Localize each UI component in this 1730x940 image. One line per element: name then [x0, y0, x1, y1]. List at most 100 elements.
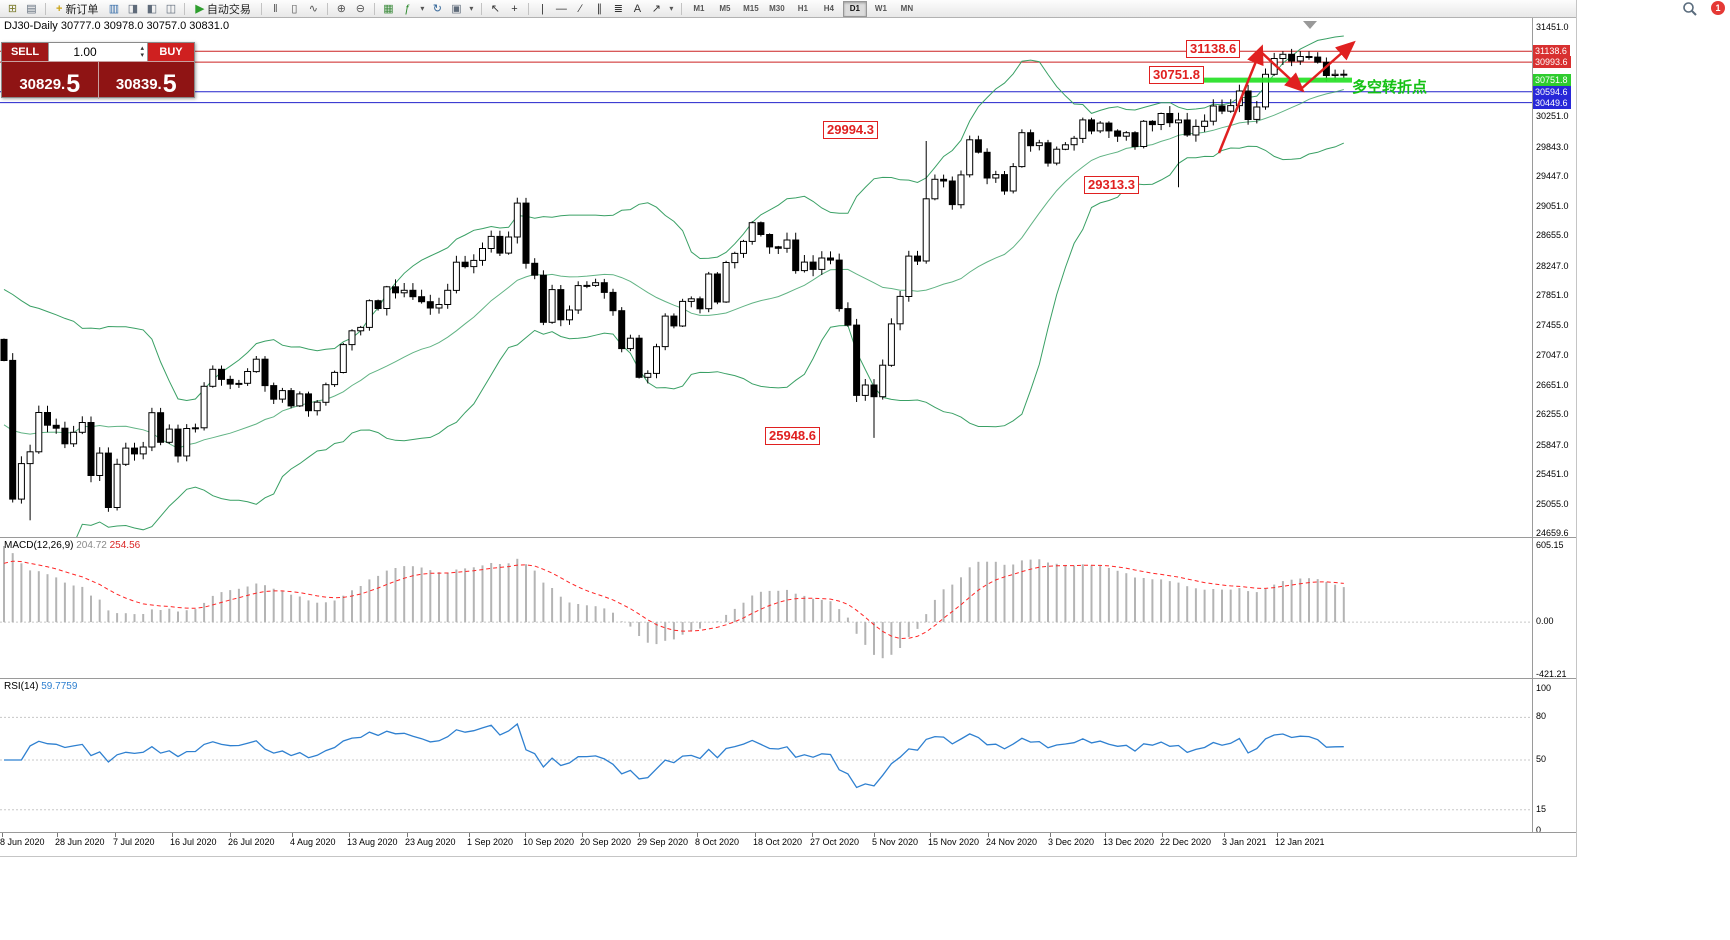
toolbar-separator: [480, 2, 482, 15]
market-watch-icon[interactable]: ▥: [108, 3, 120, 15]
volume-stepper[interactable]: ▴ ▾: [140, 45, 147, 59]
navigator-icon[interactable]: ◧: [146, 3, 158, 15]
timeframe-m15[interactable]: M15: [743, 4, 759, 13]
volume-input[interactable]: [49, 45, 121, 59]
toolbar-separator: [45, 2, 46, 15]
price-axis-label: 26255.0: [1536, 409, 1569, 420]
zoom-in-icon[interactable]: ⊕: [336, 3, 347, 15]
timeframe-d1[interactable]: D1: [842, 0, 867, 17]
magnifier-icon[interactable]: [1682, 1, 1698, 17]
date-axis-tick: [115, 833, 116, 837]
shapes-dropdown-icon[interactable]: ▾: [669, 4, 674, 13]
buy-price-button[interactable]: 30839. 5: [99, 62, 195, 99]
turning-point-note[interactable]: 多空转折点: [1352, 79, 1428, 96]
trendline-icon[interactable]: ∕: [579, 2, 582, 15]
timeframe-m1[interactable]: M1: [693, 4, 705, 13]
rsi-axis-label: 50: [1536, 754, 1547, 764]
volume-increase-icon[interactable]: ▴: [140, 45, 144, 52]
toolbar-separator: [527, 2, 529, 15]
arrow-objects-icon[interactable]: ↗: [651, 3, 662, 15]
price-axis-label: 26651.0: [1536, 379, 1569, 390]
timeframe-m5[interactable]: M5: [719, 4, 731, 13]
price-axis-label: 28247.0: [1536, 260, 1569, 271]
date-axis-label: 28 Jun 2020: [55, 837, 105, 847]
timeframe-w1[interactable]: W1: [874, 4, 887, 13]
date-axis-tick: [1277, 833, 1278, 837]
date-axis-label: 13 Dec 2020: [1103, 837, 1155, 847]
date-axis-label: 12 Jan 2021: [1275, 837, 1325, 847]
price-annotation[interactable]: 30751.8: [1149, 66, 1204, 84]
date-axis-label: 27 Oct 2020: [810, 837, 860, 847]
panel-divider-rsi[interactable]: [0, 678, 1576, 679]
date-axis-tick: [292, 833, 293, 837]
timeframe-mn[interactable]: MN: [900, 4, 914, 13]
indicators-icon[interactable]: ƒ: [404, 2, 411, 15]
crosshair-icon[interactable]: +: [511, 2, 518, 15]
data-window-icon[interactable]: ◨: [127, 3, 139, 15]
price-annotation[interactable]: 29994.3: [823, 121, 878, 139]
new-order-button[interactable]: + 新订单: [51, 1, 103, 16]
timeframe-h1[interactable]: H1: [797, 4, 809, 13]
macd-value-main: 204.72: [76, 540, 107, 551]
date-axis-label: 26 Jul 2020: [228, 837, 275, 847]
panel-divider-macd[interactable]: [0, 537, 1576, 538]
autotrading-button[interactable]: ▶ 自动交易: [190, 1, 255, 16]
sell-button[interactable]: SELL: [2, 43, 48, 61]
cursor-icon[interactable]: ↖: [490, 3, 501, 15]
rsi-axis-label: 80: [1536, 711, 1547, 722]
notification-badge[interactable]: 1: [1711, 1, 1725, 15]
zoom-out-icon[interactable]: ⊖: [355, 3, 366, 15]
date-axis-tick: [2, 833, 3, 837]
indicators-dropdown-icon[interactable]: ▾: [420, 4, 425, 13]
line-chart-icon[interactable]: ∿: [308, 3, 319, 15]
chart-profiles-icon[interactable]: ▤: [26, 3, 37, 15]
timeframe-group: M1 M5 M15 M30 H1 H4 D1 W1 MN: [686, 0, 920, 17]
date-axis-label: 3 Dec 2020: [1048, 837, 1095, 847]
date-axis-tick: [1162, 833, 1163, 837]
terminal-icon[interactable]: ◫: [165, 3, 177, 15]
text-label-icon[interactable]: A: [633, 2, 642, 15]
price-axis-label: 24659.6: [1536, 528, 1569, 538]
price-chart[interactable]: [0, 18, 1532, 537]
rsi-axis-label: 0: [1536, 825, 1542, 835]
channel-icon[interactable]: ∥: [596, 3, 603, 15]
buy-price-main: 30839.: [115, 76, 162, 93]
periods-icon[interactable]: ↻: [432, 3, 443, 15]
sell-price-button[interactable]: 30829. 5: [2, 62, 99, 99]
toolbar-separator: [184, 2, 186, 15]
price-axis-label: 25847.0: [1536, 439, 1569, 450]
date-axis-tick: [57, 833, 58, 837]
templates-dropdown-icon[interactable]: ▾: [469, 4, 474, 13]
volume-decrease-icon[interactable]: ▾: [140, 52, 144, 59]
price-annotation[interactable]: 31138.6: [1186, 40, 1241, 58]
price-axis-tag: 30449.6: [1533, 96, 1571, 109]
price-annotation[interactable]: 25948.6: [765, 427, 820, 445]
price-axis-label: 30251.0: [1536, 111, 1569, 122]
new-chart-icon[interactable]: ⊞: [7, 3, 18, 15]
templates-icon[interactable]: ▣: [451, 3, 462, 15]
date-axis-label: 8 Jun 2020: [0, 837, 45, 847]
macd-panel[interactable]: [0, 538, 1532, 678]
date-axis-label: 23 Aug 2020: [405, 837, 456, 847]
fibonacci-icon[interactable]: ≣: [613, 3, 624, 15]
tile-windows-icon[interactable]: ▦: [383, 3, 394, 15]
buy-button[interactable]: BUY: [148, 43, 194, 61]
bar-chart-icon[interactable]: ǁ: [273, 2, 278, 15]
price-annotation[interactable]: 29313.3: [1084, 176, 1139, 194]
horizontal-line-icon[interactable]: —: [555, 2, 567, 15]
toolbar-separator: [260, 2, 262, 15]
candlestick-chart-icon[interactable]: ▯: [291, 3, 298, 15]
date-axis-tick: [582, 833, 583, 837]
price-axis-label: 31451.0: [1536, 22, 1569, 32]
date-axis-tick: [874, 833, 875, 837]
price-axis-label: 25055.0: [1536, 498, 1569, 509]
volume-field[interactable]: ▴▾: [48, 43, 148, 61]
date-axis-label: 29 Sep 2020: [637, 837, 689, 847]
price-axis-label: 27851.0: [1536, 290, 1569, 301]
vertical-line-icon[interactable]: |: [540, 2, 544, 15]
rsi-panel[interactable]: [0, 679, 1532, 831]
price-axis-label: 29051.0: [1536, 200, 1569, 211]
timeframe-h4[interactable]: H4: [823, 4, 835, 13]
timeframe-m30[interactable]: M30: [769, 4, 785, 13]
